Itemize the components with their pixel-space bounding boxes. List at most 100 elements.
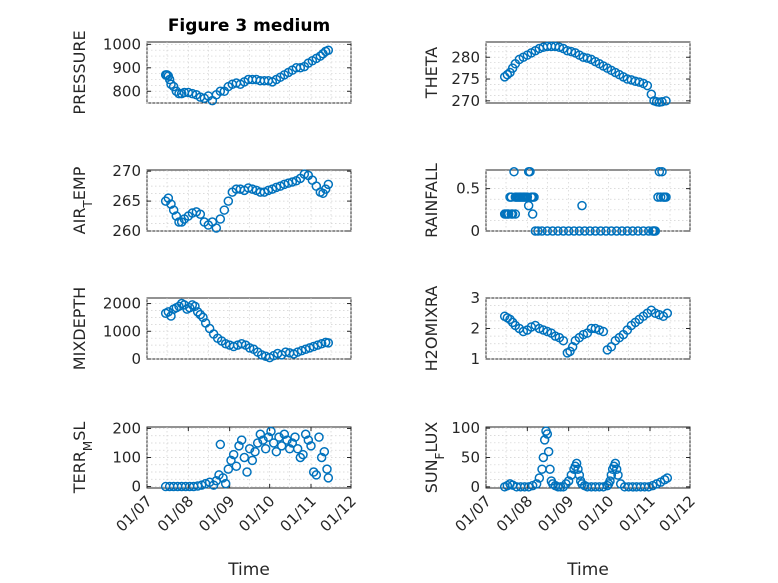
- data-point-sun_flux: [605, 476, 615, 486]
- data-point-rainfall: [553, 226, 563, 236]
- ytick-label-theta: 270: [451, 92, 480, 110]
- data-point-terr_msl: [215, 439, 226, 450]
- data-point-sun_flux: [611, 464, 622, 474]
- ylabel-theta: THETA: [422, 47, 441, 99]
- data-point-pressure: [215, 86, 226, 97]
- data-point-air_temp: [263, 185, 274, 196]
- data-point-terr_msl: [226, 455, 236, 466]
- data-point-air_temp: [171, 211, 182, 221]
- data-point-terr_msl: [220, 478, 231, 489]
- ytick-label-air_temp: 265: [112, 192, 141, 210]
- title-pressure: Figure 3 medium: [168, 16, 330, 36]
- data-point-mixdepth: [195, 309, 206, 320]
- data-point-rainfall: [657, 166, 667, 177]
- ytick-label-mixdepth: 1000: [103, 322, 141, 340]
- data-point-rainfall: [606, 226, 617, 236]
- data-point-rainfall: [590, 226, 601, 236]
- data-point-theta: [642, 80, 653, 91]
- data-point-h2omixra: [567, 342, 578, 352]
- data-point-terr_msl: [303, 435, 314, 445]
- data-point-sun_flux: [523, 482, 534, 492]
- data-point-pressure: [164, 74, 175, 85]
- data-point-air_temp: [223, 196, 234, 206]
- data-point-sun_flux: [561, 479, 571, 489]
- ytick-label-terr_msl: 0: [131, 478, 141, 496]
- data-point-air_temp: [323, 179, 334, 190]
- data-point-sun_flux: [534, 473, 545, 483]
- data-point-terr_msl: [260, 444, 271, 454]
- xlabel-terr_msl: Time: [227, 560, 270, 580]
- data-point-terr_msl: [263, 432, 274, 442]
- data-point-air_temp: [215, 214, 226, 224]
- data-point-sun_flux: [563, 476, 574, 486]
- data-point-rainfall: [525, 166, 535, 177]
- data-point-rainfall: [523, 200, 534, 211]
- data-point-mixdepth: [256, 350, 267, 360]
- data-point-terr_msl: [252, 438, 263, 448]
- data-point-terr_msl: [295, 452, 306, 463]
- data-point-mixdepth: [308, 341, 319, 352]
- ytick-label-sun_flux: 100: [451, 419, 480, 437]
- data-point-terr_msl: [223, 464, 234, 474]
- data-point-air_temp: [168, 205, 179, 215]
- axes-box-theta: [485, 41, 691, 104]
- ytick-label-mixdepth: 0: [131, 350, 141, 368]
- data-point-rainfall: [574, 226, 585, 236]
- data-point-terr_msl: [244, 444, 255, 454]
- data-point-terr_msl: [250, 446, 260, 457]
- data-point-terr_msl: [276, 441, 287, 451]
- data-point-theta: [582, 53, 593, 63]
- xlabel-sun_flux: Time: [566, 560, 609, 580]
- data-point-sun_flux: [553, 482, 563, 492]
- axes-rainfall: 0 0.5 RAINFALL: [422, 163, 691, 240]
- data-point-mixdepth: [198, 312, 208, 323]
- data-point-mixdepth: [244, 343, 255, 353]
- data-point-rainfall: [530, 226, 541, 236]
- data-point-terr_msl: [282, 435, 292, 445]
- data-point-rainfall: [655, 192, 666, 202]
- data-point-rainfall: [611, 226, 622, 236]
- data-point-theta: [554, 42, 565, 52]
- ytick-label-mixdepth: 2000: [103, 295, 141, 313]
- data-point-pressure: [162, 70, 172, 80]
- data-point-mixdepth: [220, 339, 231, 349]
- data-point-terr_msl: [231, 461, 242, 471]
- data-point-mixdepth: [316, 339, 327, 349]
- data-point-theta: [502, 69, 513, 80]
- data-point-rainfall: [627, 226, 638, 236]
- ytick-label-pressure: 900: [112, 59, 141, 77]
- ytick-label-rainfall: 0.5: [456, 180, 480, 198]
- data-point-terr_msl: [239, 452, 250, 463]
- data-point-terr_msl: [234, 441, 244, 451]
- data-point-rainfall: [507, 209, 518, 219]
- data-point-terr_msl: [311, 470, 322, 480]
- data-point-mixdepth: [323, 338, 334, 348]
- data-point-terr_msl: [300, 429, 311, 440]
- data-point-terr_msl: [314, 432, 324, 442]
- data-point-mixdepth: [304, 343, 315, 353]
- data-point-rainfall: [558, 226, 569, 236]
- data-point-mixdepth: [192, 307, 203, 317]
- data-point-sun_flux: [538, 452, 549, 463]
- axes-air_temp: 260 265 270 AIRTEMP: [70, 162, 352, 240]
- data-point-air_temp: [174, 217, 184, 227]
- data-point-terr_msl: [266, 426, 276, 437]
- ytick-label-air_temp: 270: [112, 162, 141, 180]
- data-point-terr_msl: [292, 444, 303, 454]
- data-point-theta: [661, 96, 671, 106]
- data-point-rainfall: [622, 226, 633, 236]
- ytick-label-h2omixra: 3: [470, 289, 480, 307]
- data-point-rainfall: [510, 209, 521, 219]
- data-point-mixdepth: [174, 301, 184, 312]
- data-point-h2omixra: [662, 308, 673, 318]
- data-point-terr_msl: [319, 446, 330, 457]
- ytick-label-pressure: 800: [112, 82, 141, 100]
- data-point-pressure: [168, 81, 179, 92]
- data-point-terr_msl: [298, 449, 308, 460]
- data-point-mixdepth: [312, 340, 323, 350]
- data-point-sun_flux: [558, 482, 569, 492]
- axes-mixdepth: 0 1000 2000 MIXDEPTH: [70, 287, 352, 370]
- data-point-rainfall: [509, 166, 519, 177]
- ylabel-air_temp: AIRTEMP: [70, 166, 95, 234]
